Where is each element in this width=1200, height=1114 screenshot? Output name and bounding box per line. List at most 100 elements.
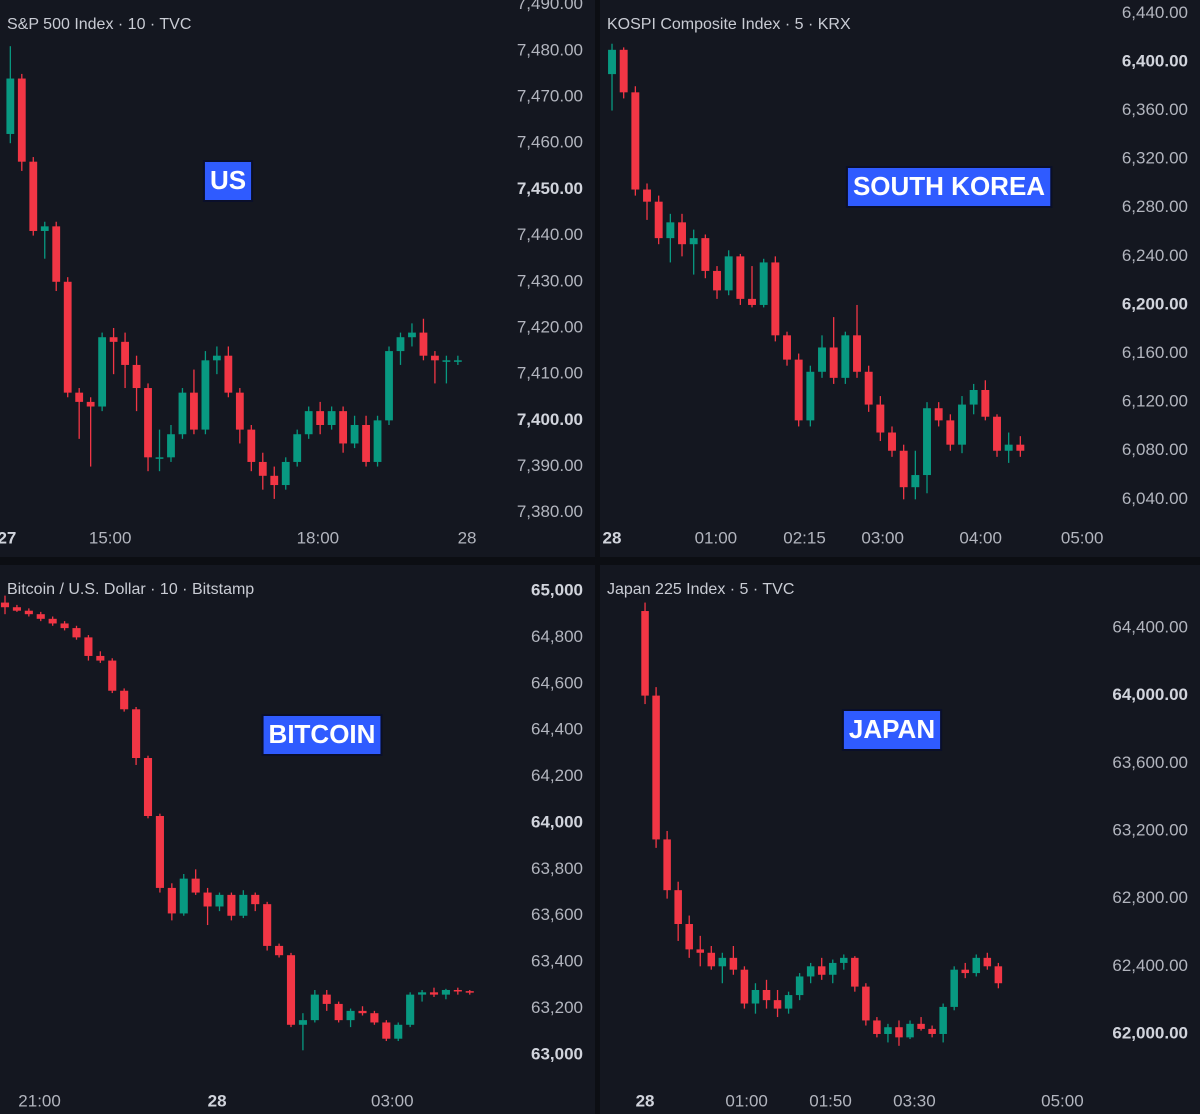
- candle-body: [212, 355, 221, 361]
- y-tick-label: 63,600.00: [1112, 753, 1188, 772]
- candle-body: [994, 966, 1003, 984]
- candle-body: [144, 388, 152, 458]
- candle-body: [75, 392, 84, 402]
- panel-background: [0, 0, 595, 557]
- candle-body: [631, 92, 640, 190]
- candle-body: [132, 709, 141, 759]
- chart-panel: 64,400.00 64,000.00 63,600.00 63,200.00 62,8…: [600, 565, 1200, 1114]
- candle-body: [666, 222, 675, 239]
- y-tick-label: 62,000.00: [1112, 1023, 1188, 1042]
- candle-body: [419, 332, 428, 356]
- candle-body: [442, 360, 451, 362]
- candle-body: [608, 49, 616, 75]
- candle-body: [888, 432, 896, 451]
- candle-body: [841, 335, 850, 378]
- x-tick-label: 03:00: [371, 1091, 414, 1110]
- chart-panel: 7,490.00 7,480.00 7,470.00 7,460.00 7,450.00…: [0, 0, 595, 557]
- candle-body: [829, 347, 838, 378]
- candle-body: [862, 986, 870, 1021]
- y-tick-label: 64,000.00: [1112, 685, 1188, 704]
- chart-title: Bitcoin / U.S. Dollar · 10 · Bitstamp: [7, 581, 254, 598]
- candle-body: [239, 894, 248, 916]
- y-tick-label: 7,450.00: [517, 179, 583, 198]
- candle-body: [961, 969, 969, 974]
- x-tick-label: 28: [208, 1091, 227, 1110]
- x-tick-label: 05:00: [1061, 528, 1104, 547]
- y-tick-label: 7,460.00: [517, 133, 583, 152]
- candle-body: [663, 839, 671, 891]
- y-tick-label: 6,120.00: [1122, 392, 1188, 411]
- y-tick-label: 7,400.00: [517, 410, 583, 429]
- y-tick-label: 7,390.00: [517, 456, 583, 475]
- candle-body: [370, 1013, 379, 1023]
- y-tick-label: 63,600: [531, 905, 583, 924]
- candle-body: [293, 434, 302, 462]
- x-tick-label: 04:00: [959, 528, 1002, 547]
- candle-body: [652, 695, 660, 840]
- candle-body: [408, 332, 416, 338]
- candle-body: [121, 341, 129, 365]
- x-tick-label: 05:00: [1041, 1091, 1084, 1110]
- y-tick-label: 6,240.00: [1122, 246, 1188, 265]
- candle-body: [396, 337, 405, 352]
- candle-body: [853, 335, 861, 372]
- candle-body: [258, 461, 267, 476]
- panel-background: [600, 565, 1200, 1114]
- y-tick-label: 6,440.00: [1122, 3, 1188, 22]
- y-tick-label: 7,480.00: [517, 40, 583, 59]
- y-tick-label: 63,200.00: [1112, 820, 1188, 839]
- candle-body: [981, 390, 990, 417]
- candle-body: [358, 1010, 367, 1014]
- candle-body: [851, 957, 859, 987]
- candle-body: [120, 690, 129, 710]
- candle-body: [911, 475, 920, 488]
- candle-body: [453, 989, 462, 992]
- candle-body: [465, 991, 474, 993]
- y-tick-label: 63,000: [531, 1044, 583, 1063]
- candle-body: [643, 189, 651, 202]
- candle-body: [946, 420, 955, 445]
- candle-body: [201, 360, 210, 430]
- candle-body: [828, 962, 837, 975]
- candle-body: [190, 392, 198, 430]
- candle-body: [884, 1027, 892, 1034]
- candle-body: [406, 994, 415, 1025]
- candle-body: [29, 161, 38, 231]
- candle-body: [431, 355, 439, 361]
- candle-body: [227, 894, 236, 916]
- y-tick-label: 7,440.00: [517, 225, 583, 244]
- candle-body: [385, 351, 393, 421]
- x-tick-label: 28: [636, 1091, 655, 1110]
- y-tick-label: 63,400: [531, 952, 583, 971]
- y-tick-label: 64,000: [531, 812, 583, 831]
- candle-body: [60, 623, 69, 629]
- candle-body: [895, 1027, 903, 1038]
- y-tick-label: 62,400.00: [1112, 956, 1188, 975]
- candle-body: [917, 1023, 925, 1029]
- candle-body: [972, 957, 981, 974]
- candle-body: [0, 602, 10, 608]
- candle-body: [155, 457, 164, 459]
- candle-body: [773, 1000, 782, 1009]
- x-tick-label: 27: [0, 528, 16, 547]
- candle-body: [689, 238, 698, 245]
- candle-body: [969, 390, 978, 405]
- candle-body: [899, 450, 908, 488]
- candle-body: [771, 262, 780, 336]
- candle-body: [696, 949, 705, 953]
- candle-body: [247, 429, 256, 462]
- plot-area: [0, 595, 474, 1051]
- candle-body: [155, 816, 164, 888]
- x-tick-label: 28: [458, 528, 477, 547]
- candle-body: [108, 660, 117, 691]
- annotation-box: [202, 160, 254, 202]
- candle-body: [203, 892, 212, 907]
- annotation-label: JAPAN: [849, 714, 935, 744]
- candle-body: [441, 989, 450, 995]
- y-tick-label: 6,160.00: [1122, 343, 1188, 362]
- candle-body: [840, 957, 848, 963]
- candle-body: [63, 281, 72, 393]
- candle-body: [339, 411, 348, 444]
- candle-body: [1016, 444, 1025, 451]
